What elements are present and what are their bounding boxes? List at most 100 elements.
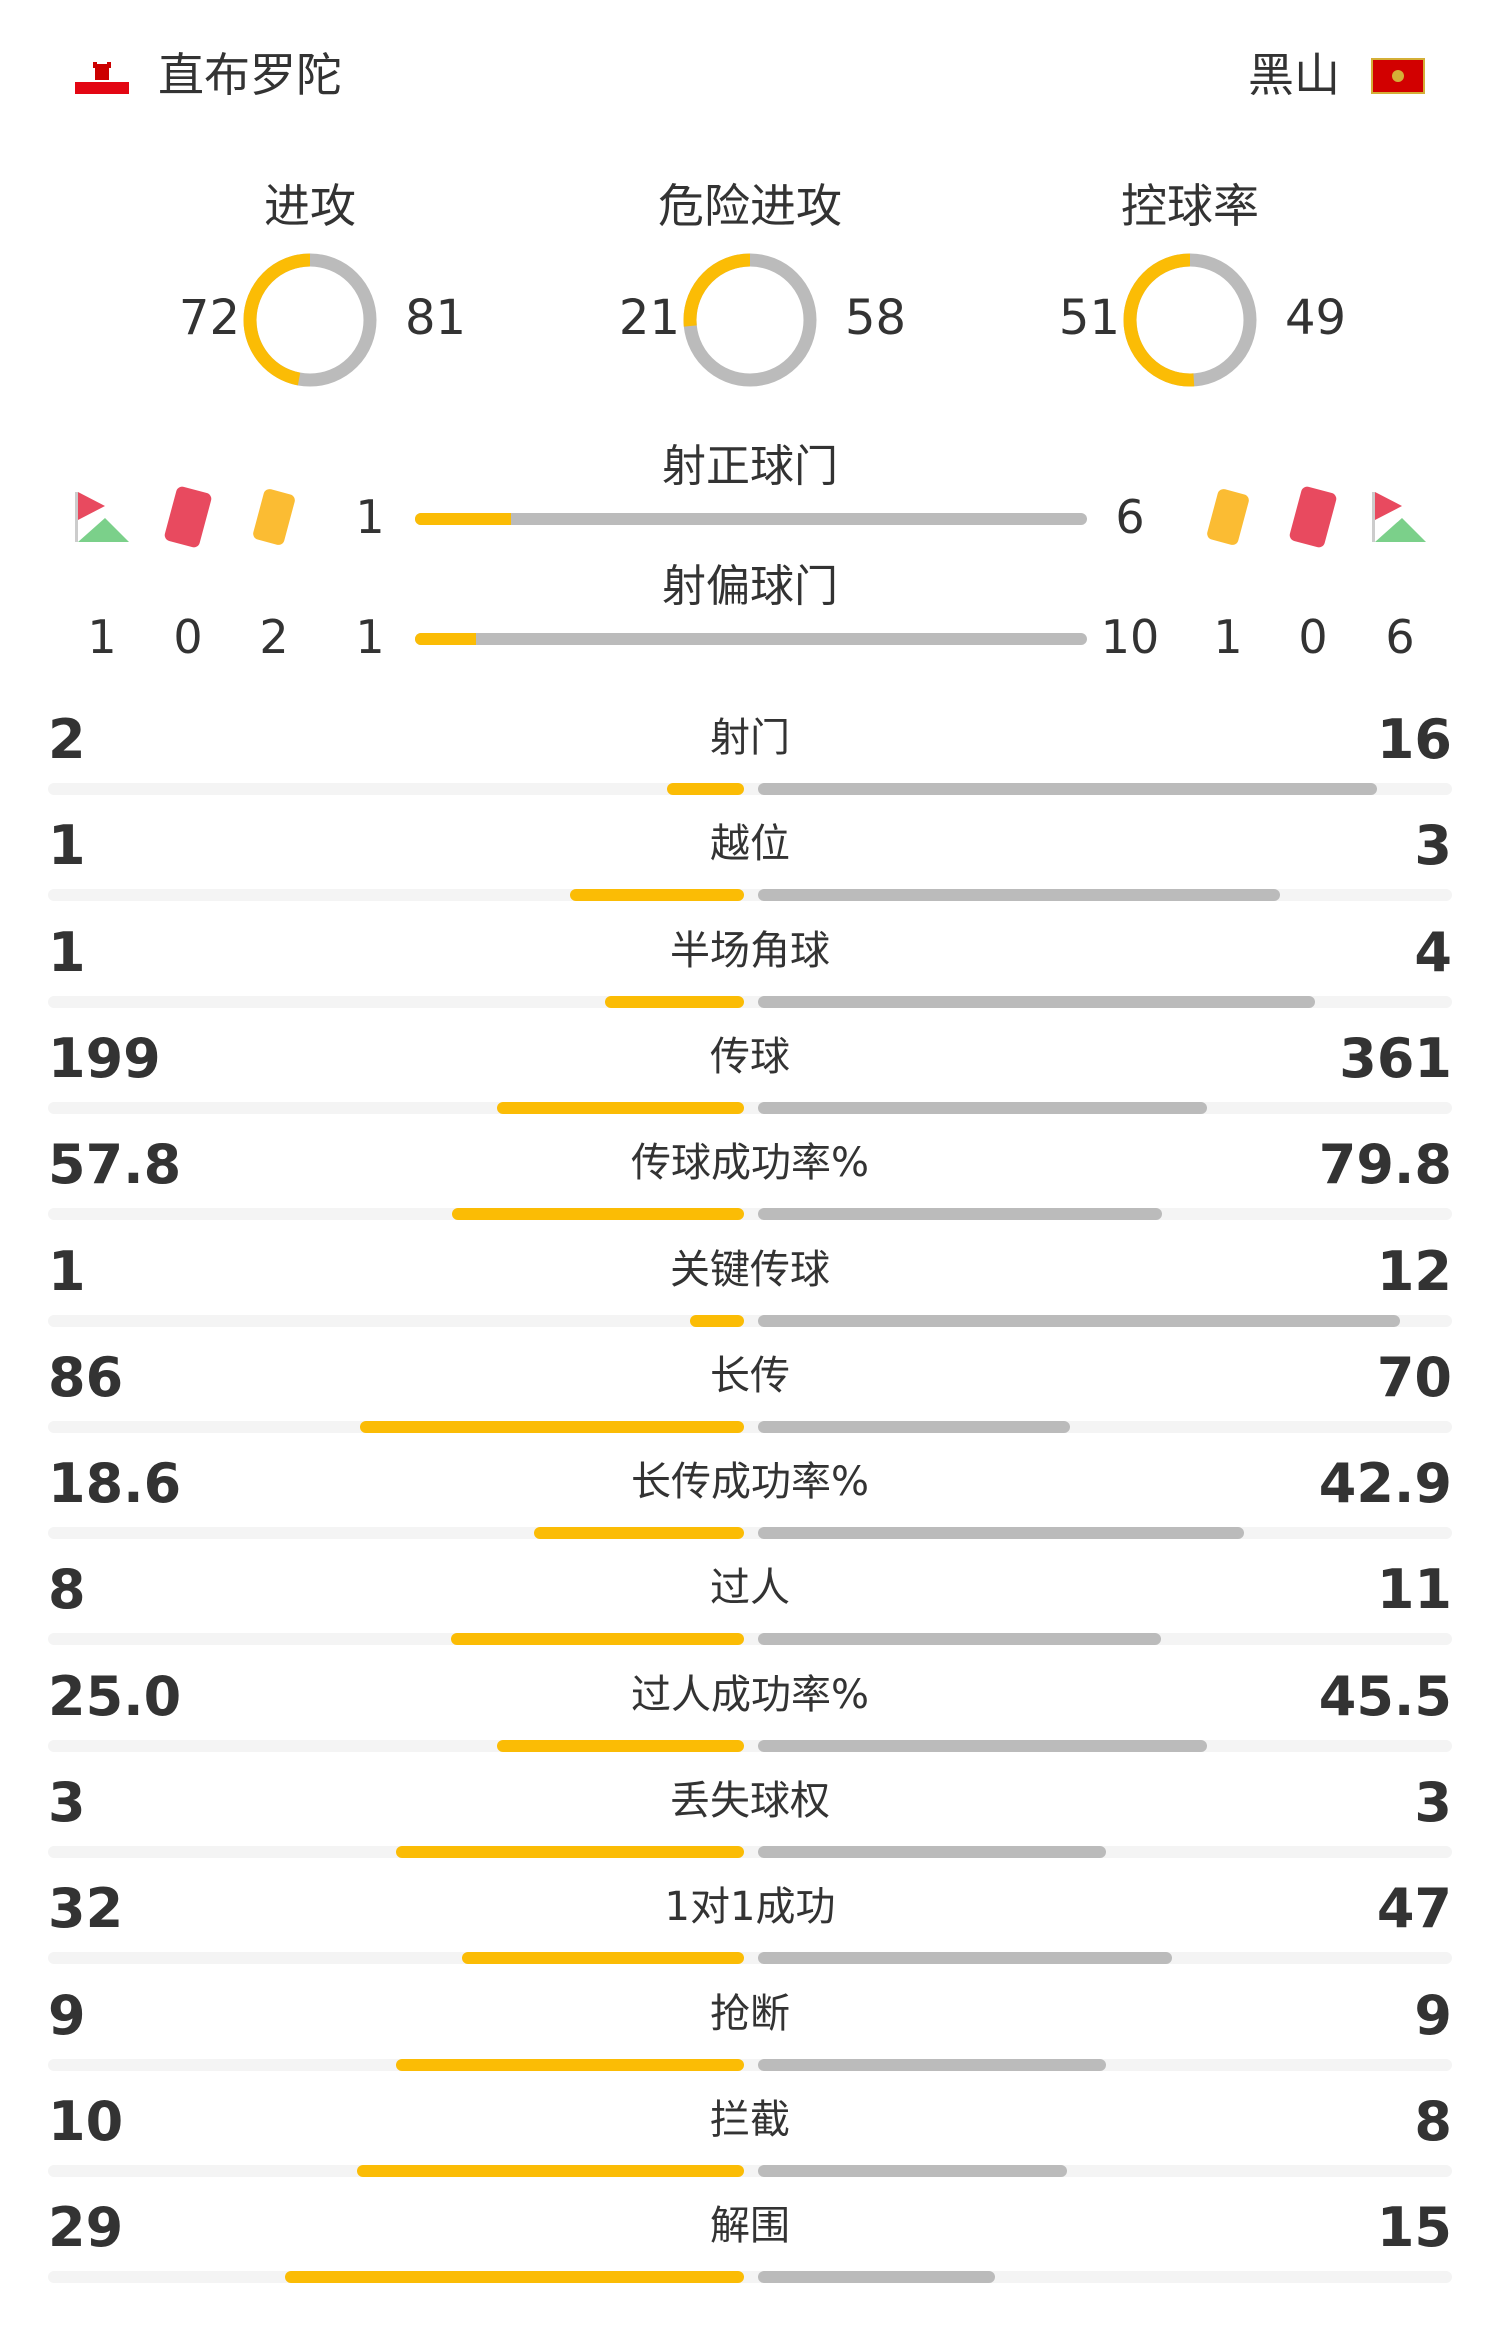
stat-home-value: 86 (48, 1345, 124, 1409)
donut-away-value: 58 (845, 290, 907, 346)
stat-away-value: 45.5 (1318, 1664, 1452, 1728)
stat-home-bar (360, 1420, 744, 1433)
stat-away-value: 79.8 (1318, 1133, 1452, 1197)
montenegro-flag-icon (1371, 58, 1425, 94)
stat-home-bar (396, 2058, 744, 2071)
stat-home-value: 18.6 (48, 1452, 182, 1516)
stat-away-bar (758, 2271, 996, 2284)
away-corner-flag-icon (1372, 490, 1426, 550)
away-corners-count: 6 (1385, 610, 1415, 664)
stat-home-value: 9 (48, 1983, 86, 2047)
stat-home-value: 10 (48, 2089, 124, 2153)
stat-away-value: 16 (1376, 708, 1452, 771)
stat-home-value: 1 (48, 1239, 86, 1303)
stat-row: 86 长传 70 (0, 1346, 1500, 1452)
stat-label: 传球 (710, 1033, 790, 1080)
stat-bar-track (48, 2271, 1452, 2284)
away-yellow-card-icon (1200, 485, 1256, 555)
away-shots-off-target: 10 (1100, 610, 1160, 664)
shots-on-target-bar (415, 513, 1087, 525)
stat-label: 半场角球 (670, 927, 830, 974)
donut-home-value: 72 (178, 290, 240, 346)
donut-home-value: 51 (1058, 290, 1120, 346)
stat-away-value: 47 (1376, 1877, 1452, 1941)
stat-row: 57.8 传球成功率% 79.8 (0, 1133, 1500, 1239)
stat-row: 32 1对1成功 47 (0, 1877, 1500, 1983)
stat-label: 长传成功率% (630, 1459, 869, 1506)
stat-away-value: 3 (1414, 1771, 1452, 1834)
stat-row: 25.0 过人成功率% 45.5 (0, 1665, 1500, 1771)
stat-row: 18.6 长传成功率% 42.9 (0, 1452, 1500, 1558)
home-red-card-icon (160, 485, 216, 555)
stat-away-bar (758, 889, 1280, 902)
stat-bar-track (48, 1952, 1452, 1965)
stat-label: 过人 (710, 1565, 790, 1612)
stat-bar-track (48, 2058, 1452, 2071)
stat-row: 199 传球 361 (0, 1027, 1500, 1133)
home-corners-count: 1 (87, 610, 117, 664)
stat-away-bar (758, 1739, 1208, 1752)
home-shots-off-target: 1 (355, 610, 385, 664)
stat-bar-track (48, 1739, 1452, 1752)
away-red-cards-count: 0 (1298, 610, 1328, 664)
stat-row: 3 丢失球权 3 (0, 1771, 1500, 1877)
donut-chart (680, 250, 820, 394)
stat-row: 29 解围 15 (0, 2196, 1500, 2302)
stat-label: 抢断 (710, 1990, 790, 2037)
stat-away-value: 15 (1376, 2196, 1452, 2260)
stat-away-bar (758, 1633, 1161, 1646)
donut-home-arc (243, 253, 377, 387)
stat-label: 拦截 (710, 2096, 790, 2143)
stat-home-value: 199 (48, 1026, 161, 1090)
stat-row: 9 抢断 9 (0, 1984, 1500, 2090)
stat-away-value: 361 (1339, 1026, 1452, 1090)
stat-home-value: 29 (48, 2196, 124, 2260)
stat-label: 丢失球权 (670, 1778, 830, 1824)
stat-label: 射门 (710, 715, 790, 761)
stat-away-bar (758, 1952, 1173, 1965)
donut-chart (1120, 250, 1260, 394)
away-shots-on-target: 6 (1115, 490, 1145, 544)
stat-away-value: 11 (1376, 1558, 1452, 1622)
stat-away-value: 9 (1414, 1983, 1452, 2047)
stat-label: 解围 (710, 2203, 790, 2250)
away-team-name: 黑山 (1248, 48, 1340, 102)
stat-home-bar (496, 1101, 744, 1114)
stat-home-bar (666, 783, 744, 795)
stat-away-bar (758, 1846, 1106, 1858)
donut-label: 进攻 (264, 179, 356, 233)
stat-away-value: 70 (1376, 1345, 1452, 1409)
stat-away-bar (758, 783, 1377, 795)
stat-home-value: 2 (48, 708, 86, 771)
donut-chart (240, 250, 380, 394)
stat-away-bar (758, 1101, 1207, 1114)
home-team-name: 直布罗陀 (158, 48, 342, 102)
stat-row: 8 过人 11 (0, 1558, 1500, 1664)
home-shots-on-target: 1 (355, 490, 385, 544)
donut-away-value: 81 (405, 290, 467, 346)
stat-label: 过人成功率% (630, 1671, 869, 1718)
stat-row: 2 射门 16 (0, 708, 1500, 814)
stat-bar-track (48, 1208, 1452, 1221)
stat-row: 1 越位 3 (0, 814, 1500, 920)
donut-home-value: 21 (618, 290, 680, 346)
stat-away-bar (758, 2058, 1106, 2071)
away-yellow-cards-count: 1 (1213, 610, 1243, 664)
stat-away-bar (758, 1314, 1401, 1327)
stat-away-value: 8 (1414, 2089, 1452, 2153)
stat-home-bar (357, 2164, 744, 2177)
stat-home-bar (451, 1208, 744, 1221)
donut-home-arc (1123, 253, 1257, 387)
gibraltar-flag-icon (75, 58, 129, 94)
home-red-cards-count: 0 (173, 610, 203, 664)
stat-home-value: 1 (48, 814, 86, 878)
stat-away-value: 3 (1414, 814, 1452, 878)
stat-label: 长传 (710, 1352, 790, 1399)
stat-row: 10 拦截 8 (0, 2090, 1500, 2196)
stat-bar-track (48, 1633, 1452, 1646)
stat-label: 关键传球 (670, 1246, 830, 1293)
stat-label: 越位 (710, 821, 790, 868)
stat-home-value: 8 (48, 1558, 86, 1622)
donut-label: 控球率 (1121, 179, 1259, 233)
stat-home-value: 32 (48, 1877, 124, 1941)
